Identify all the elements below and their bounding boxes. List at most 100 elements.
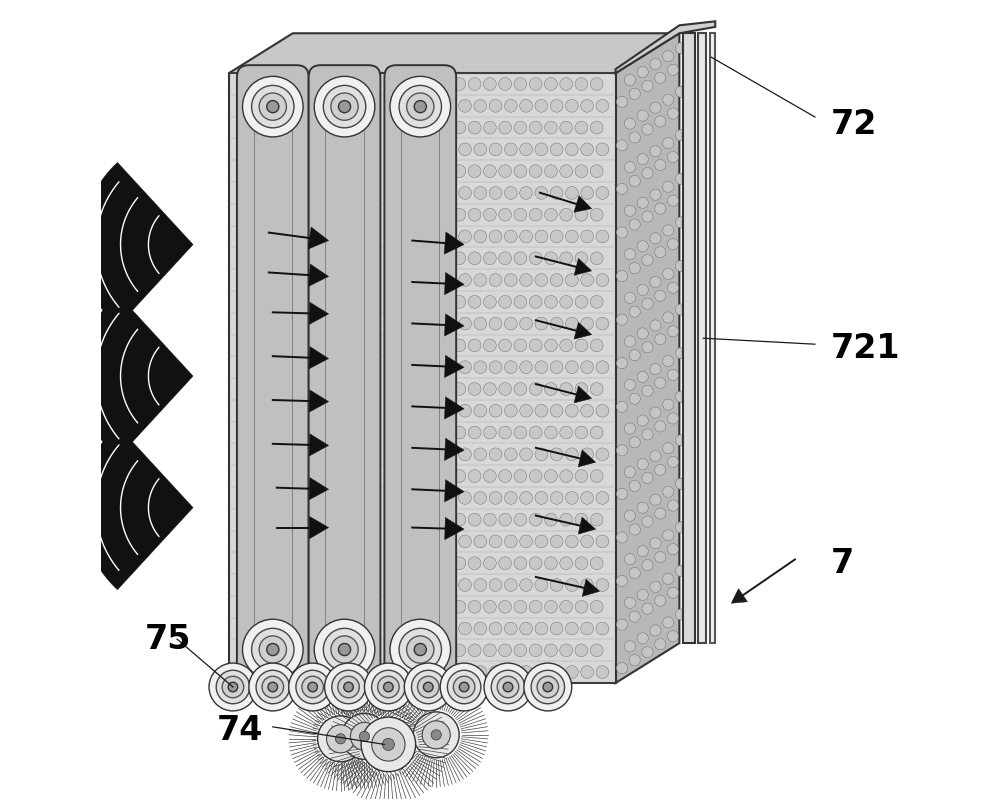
Circle shape [637, 110, 648, 122]
Circle shape [545, 78, 557, 90]
Circle shape [596, 186, 609, 199]
Circle shape [590, 426, 603, 439]
Circle shape [545, 208, 557, 221]
Circle shape [565, 404, 578, 417]
Circle shape [453, 339, 466, 352]
Circle shape [422, 470, 435, 482]
Circle shape [637, 154, 648, 165]
Circle shape [650, 58, 661, 70]
Circle shape [407, 514, 420, 526]
Circle shape [453, 122, 466, 134]
Circle shape [655, 290, 666, 302]
Circle shape [560, 601, 573, 613]
Circle shape [443, 491, 456, 504]
Circle shape [422, 122, 435, 134]
Circle shape [413, 578, 426, 591]
Circle shape [338, 643, 351, 655]
Circle shape [650, 494, 661, 506]
Circle shape [642, 603, 653, 614]
Circle shape [468, 557, 481, 570]
Circle shape [529, 78, 542, 90]
Circle shape [565, 666, 578, 678]
Circle shape [667, 108, 679, 119]
Circle shape [675, 42, 687, 54]
Circle shape [372, 670, 405, 704]
Polygon shape [731, 589, 748, 603]
Circle shape [417, 676, 439, 698]
Circle shape [398, 404, 410, 417]
Circle shape [560, 382, 573, 395]
Circle shape [655, 464, 666, 475]
Circle shape [443, 230, 456, 243]
Circle shape [384, 682, 393, 692]
Circle shape [550, 404, 563, 417]
Circle shape [453, 78, 466, 90]
Circle shape [675, 391, 687, 402]
Circle shape [453, 601, 466, 613]
Circle shape [560, 426, 573, 439]
Circle shape [338, 101, 351, 113]
Circle shape [459, 186, 471, 199]
Circle shape [399, 628, 441, 670]
Circle shape [514, 426, 527, 439]
Circle shape [616, 96, 628, 107]
Circle shape [535, 274, 548, 286]
Circle shape [629, 567, 640, 578]
Circle shape [650, 450, 661, 462]
Circle shape [575, 295, 588, 308]
Circle shape [550, 143, 563, 156]
Circle shape [529, 557, 542, 570]
Circle shape [590, 165, 603, 178]
Circle shape [535, 230, 548, 243]
Circle shape [550, 666, 563, 678]
Polygon shape [81, 294, 193, 458]
Circle shape [468, 165, 481, 178]
Circle shape [422, 208, 435, 221]
Circle shape [438, 601, 450, 613]
Circle shape [504, 99, 517, 112]
Polygon shape [578, 450, 596, 467]
Circle shape [529, 601, 542, 613]
Circle shape [262, 676, 284, 698]
Polygon shape [710, 34, 715, 643]
Circle shape [468, 644, 481, 657]
Circle shape [529, 208, 542, 221]
Circle shape [438, 470, 450, 482]
Polygon shape [582, 579, 600, 596]
Circle shape [565, 448, 578, 461]
Circle shape [637, 284, 648, 295]
Circle shape [499, 165, 512, 178]
Circle shape [443, 448, 456, 461]
Circle shape [560, 470, 573, 482]
Circle shape [514, 165, 527, 178]
Circle shape [489, 186, 502, 199]
Circle shape [596, 448, 609, 461]
Circle shape [499, 208, 512, 221]
Polygon shape [444, 355, 464, 378]
Circle shape [474, 274, 487, 286]
Circle shape [581, 666, 594, 678]
Polygon shape [574, 258, 592, 275]
Circle shape [438, 644, 450, 657]
Circle shape [459, 448, 471, 461]
Circle shape [663, 182, 674, 192]
Circle shape [483, 601, 496, 613]
Circle shape [590, 557, 603, 570]
Circle shape [575, 208, 588, 221]
Circle shape [637, 66, 648, 78]
Circle shape [596, 274, 609, 286]
Circle shape [459, 491, 471, 504]
Circle shape [675, 304, 687, 315]
Circle shape [514, 514, 527, 526]
Circle shape [514, 78, 527, 90]
Circle shape [667, 326, 679, 337]
Polygon shape [309, 478, 329, 500]
Circle shape [550, 99, 563, 112]
Circle shape [483, 382, 496, 395]
Circle shape [575, 339, 588, 352]
Circle shape [335, 734, 346, 744]
Circle shape [459, 535, 471, 548]
Circle shape [624, 379, 636, 390]
Circle shape [413, 274, 426, 286]
Circle shape [407, 93, 434, 120]
